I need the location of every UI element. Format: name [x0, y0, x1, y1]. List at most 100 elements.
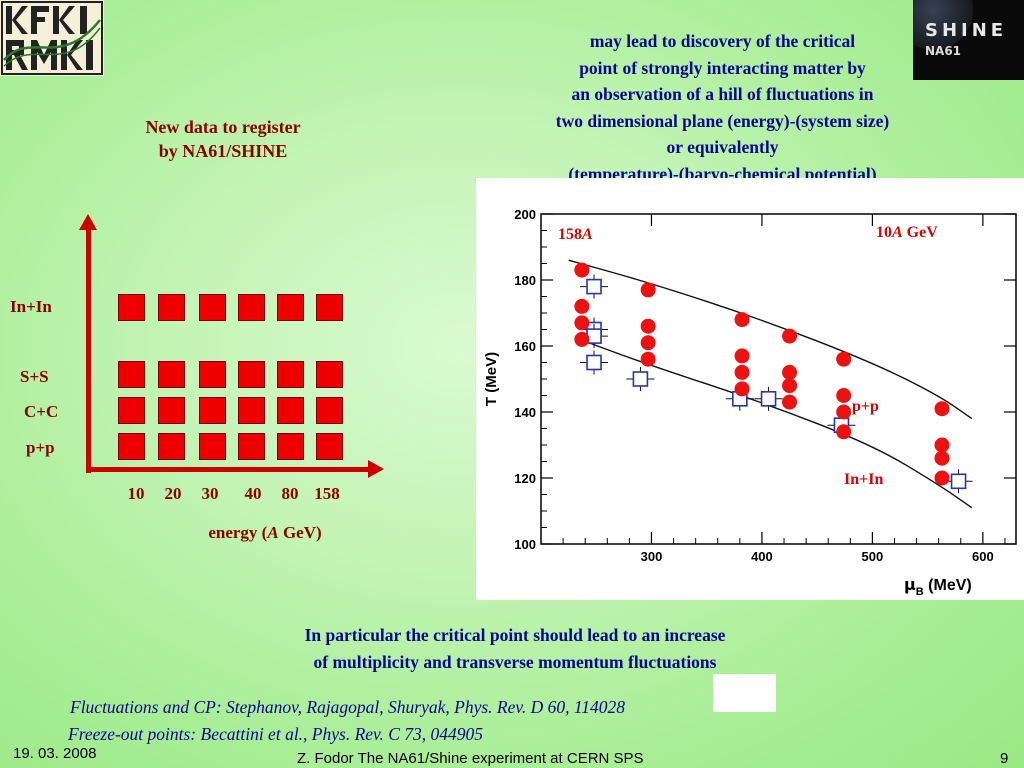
footer-page-number: 9 — [1000, 750, 1009, 767]
reference-freeze-out: Freeze-out points: Becattini et al., Phy… — [68, 724, 484, 744]
plot-frame — [540, 213, 1017, 545]
square-p-p-30 — [199, 433, 226, 460]
square-c-c-10 — [118, 397, 145, 424]
square-in-in-40 — [238, 294, 265, 321]
point-p-p — [734, 381, 750, 397]
reference-fluctuations: Fluctuations and CP: Stephanov, Rajagopa… — [70, 697, 626, 717]
point-p-p — [836, 404, 852, 420]
kfki-rmki-logo — [0, 0, 104, 76]
freeze-out-curve-lower — [579, 338, 973, 509]
square-in-in-30 — [199, 294, 226, 321]
point-p-p — [734, 364, 750, 380]
new-data-line: by NA61/SHINE — [158, 141, 288, 161]
top-line: or equivalently — [666, 137, 779, 157]
square-in-in-80 — [277, 294, 304, 321]
square-s-s-30 — [199, 361, 226, 388]
row-label-in-in: In+In — [10, 297, 52, 316]
row-label-s-s: S+S — [20, 367, 49, 386]
row-label-p-p: p+p — [26, 438, 55, 457]
top-description: may lead to discovery of the critical po… — [500, 28, 945, 187]
point-p-p — [782, 394, 798, 410]
square-c-c-158 — [316, 397, 343, 424]
energy-tick-label: 20 — [164, 484, 182, 503]
y-tick-label: 160 — [514, 339, 536, 354]
y-tick-label: 200 — [514, 207, 536, 222]
point-in-in — [760, 391, 777, 407]
freeze-out-chart: 100 120 140 160 180 200 300 400 500 600 T (MeV) μB … — [476, 178, 1024, 600]
horizontal-axis — [86, 467, 374, 472]
square-c-c-80 — [277, 397, 304, 424]
footer-title: Z. Fodor The NA61/Shine experiment at CE… — [297, 750, 644, 767]
square-c-c-40 — [238, 397, 265, 424]
point-p-p — [836, 388, 852, 403]
point-p-p — [640, 282, 656, 298]
energy-tick-label: 30 — [201, 484, 219, 503]
point-p-p — [934, 470, 950, 486]
point-p-p — [574, 298, 590, 314]
square-in-in-20 — [158, 294, 185, 321]
point-p-p — [934, 437, 950, 453]
energy-label-suffix: GeV) — [278, 523, 322, 542]
square-s-s-20 — [158, 361, 185, 388]
chart-svg: 100 120 140 160 180 200 300 400 500 600 T (MeV) μB … — [483, 207, 1017, 598]
square-p-p-158 — [316, 433, 343, 460]
square-s-s-158 — [316, 361, 343, 388]
freeze-out-curve-upper — [568, 259, 973, 420]
x-tick-label: 500 — [862, 549, 884, 564]
point-p-p — [640, 351, 656, 367]
series-label-p-p: p+p — [852, 398, 879, 415]
point-in-in — [586, 354, 602, 371]
square-s-s-80 — [277, 361, 304, 388]
y-axis-label: T (MeV) — [483, 352, 500, 406]
arrow-up-icon — [79, 214, 97, 230]
energy-tick-label: 80 — [281, 484, 299, 503]
energy-tick-label: 40 — [244, 484, 262, 503]
new-data-line: New data to register — [145, 117, 301, 137]
x-tick-label: 600 — [972, 549, 994, 564]
point-p-p — [782, 378, 798, 394]
square-in-in-10 — [118, 294, 145, 321]
energy-label-italic: A — [267, 523, 279, 542]
shine-na61-logo: SHINE NA61 — [913, 0, 1024, 80]
x-tick-label: 300 — [641, 549, 663, 564]
critical-point-statement: In particular the critical point should … — [180, 622, 850, 676]
point-p-p — [574, 315, 590, 331]
arrow-right-icon — [368, 460, 384, 478]
top-line: may lead to discovery of the critical — [589, 31, 856, 51]
energy-label-prefix: energy ( — [208, 523, 268, 542]
shine-logo-title: SHINE — [925, 20, 1008, 41]
point-p-p — [574, 262, 590, 278]
white-patch — [713, 674, 776, 712]
point-p-p — [836, 424, 852, 440]
point-p-p — [782, 364, 798, 380]
square-p-p-80 — [277, 433, 304, 460]
series-label-in-in: In+In — [844, 471, 883, 488]
energy-10-label: 10A GeV — [876, 224, 938, 241]
energy-tick-label: 10 — [127, 484, 145, 503]
row-label-c-c: C+C — [24, 402, 59, 421]
point-p-p — [734, 348, 750, 364]
y-tick-label: 180 — [514, 273, 536, 288]
energy-158-label: 158A — [558, 226, 593, 243]
x-tick-label: 400 — [751, 549, 773, 564]
y-tick-label: 120 — [514, 471, 536, 486]
point-p-p — [574, 331, 590, 347]
new-data-heading: New data to register by NA61/SHINE — [108, 115, 338, 163]
energy-tick-label: 158 — [314, 484, 340, 503]
energy-axis-label: energy (A GeV) — [150, 523, 380, 543]
square-s-s-10 — [118, 361, 145, 388]
square-in-in-158 — [316, 294, 343, 321]
point-p-p — [836, 351, 852, 367]
top-line: an observation of a hill of fluctuations… — [571, 84, 874, 104]
point-p-p — [934, 450, 950, 466]
statement-line: of multiplicity and transverse momentum … — [313, 652, 717, 672]
point-in-in — [950, 473, 967, 490]
point-p-p — [934, 401, 950, 417]
x-axis-label: μB (MeV) — [904, 575, 972, 598]
point-p-p — [640, 318, 656, 334]
square-c-c-30 — [199, 397, 226, 424]
top-line: point of strongly interacting matter by — [579, 57, 866, 78]
square-s-s-40 — [238, 361, 265, 388]
top-line: two dimensional plane (energy)-(system s… — [555, 110, 890, 131]
statement-line: In particular the critical point should … — [304, 625, 726, 645]
